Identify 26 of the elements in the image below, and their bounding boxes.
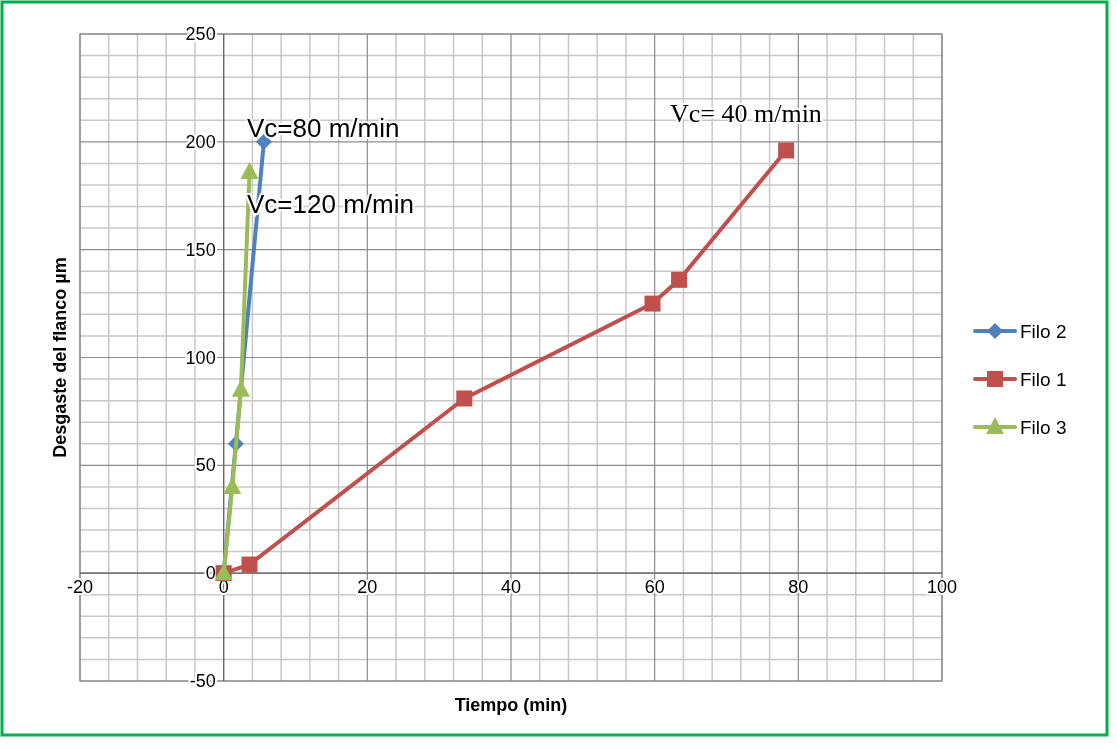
annotation: Vc=80 m/min [247,113,400,143]
y-tick-label: -50 [189,671,216,691]
point [241,556,258,573]
x-tick-label: 60 [644,577,665,598]
x-axis-title: Tiempo (min) [454,695,568,715]
x-tick-label: 100 [926,577,958,598]
y-tick-label: 200 [185,131,216,152]
point [778,142,795,159]
annotation: Vc= 40 m/min [670,99,822,128]
point [456,390,473,407]
point [240,162,259,180]
y-tick-label: 100 [185,347,216,368]
point [644,295,661,312]
legend-label: Filo 2 [1020,321,1067,342]
y-axis-title: Desgaste del flanco µm [50,257,70,458]
y-tick-label: 0 [205,563,216,584]
x-tick-label: 80 [788,577,809,598]
legend-label: Filo 3 [1020,417,1067,438]
y-tick-label: 50 [195,455,216,476]
x-tick-label: 20 [357,577,378,598]
x-tick-label: 40 [500,577,522,598]
legend-label: Filo 1 [1020,369,1067,390]
x-tick-label: -20 [66,577,94,598]
y-tick-label: 250 [185,24,216,44]
point [671,271,688,288]
y-tick-label: 150 [185,239,216,260]
